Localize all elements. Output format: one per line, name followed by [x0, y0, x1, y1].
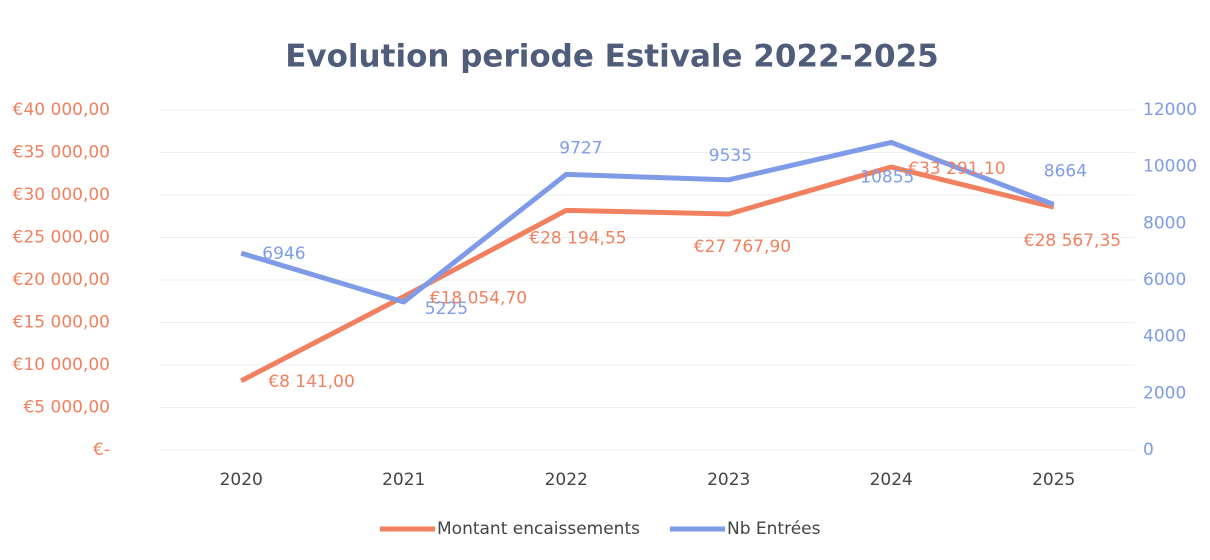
y2-tick-label: 8000: [1143, 213, 1186, 233]
y2-tick-label: 6000: [1143, 270, 1186, 290]
y-tick-label: €25 000,00: [13, 228, 110, 248]
data-label: 6946: [262, 244, 305, 264]
x-tick-label: 2020: [220, 470, 263, 490]
data-label: €28 567,35: [1024, 231, 1121, 251]
data-label: 9535: [709, 146, 752, 166]
data-label: €33 291,10: [908, 159, 1005, 179]
y2-tick-label: 12000: [1143, 100, 1197, 120]
x-tick-label: 2024: [870, 470, 913, 490]
y2-tick-label: 10000: [1143, 157, 1197, 177]
y2-tick-label: 0: [1143, 440, 1154, 460]
series-line: [240, 164, 1055, 384]
data-label: €18 054,70: [430, 289, 527, 309]
chart-title: Evolution periode Estivale 2022-2025: [285, 39, 938, 75]
y2-tick-label: 2000: [1143, 383, 1186, 403]
data-label: €8 141,00: [268, 372, 355, 392]
data-label: €27 767,90: [694, 237, 791, 257]
y-tick-label: €40 000,00: [13, 100, 110, 120]
y-tick-label: €5 000,00: [23, 398, 110, 418]
data-label: 5225: [425, 299, 468, 319]
x-tick-label: 2022: [545, 470, 588, 490]
legend-label: Nb Entrées: [727, 519, 821, 539]
series-line: [240, 139, 1055, 305]
x-tick-label: 2025: [1032, 470, 1075, 490]
y2-tick-label: 4000: [1143, 327, 1186, 347]
y-tick-label: €35 000,00: [13, 143, 110, 163]
y-tick-label: €15 000,00: [13, 313, 110, 333]
data-label: 8664: [1044, 162, 1087, 182]
x-tick-label: 2021: [382, 470, 425, 490]
data-label: 10855: [860, 167, 914, 187]
data-label: 9727: [559, 138, 602, 158]
data-label: €28 194,55: [529, 228, 626, 248]
y-tick-label: €30 000,00: [13, 185, 110, 205]
legend-label: Montant encaissements: [437, 519, 640, 539]
y-tick-label: €10 000,00: [13, 355, 110, 375]
y-tick-label: €-: [93, 440, 110, 460]
y-tick-label: €20 000,00: [13, 270, 110, 290]
x-tick-label: 2023: [707, 470, 750, 490]
